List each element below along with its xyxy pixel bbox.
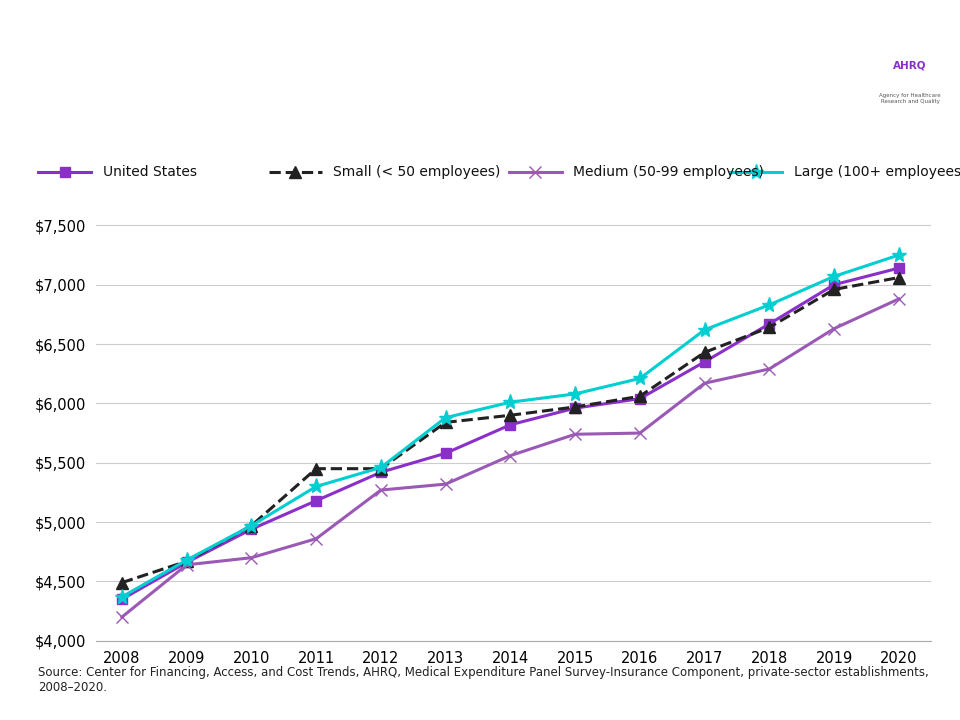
Text: Agency for Healthcare
Research and Quality: Agency for Healthcare Research and Quali… (879, 93, 941, 104)
Text: Large (100+ employees): Large (100+ employees) (794, 166, 960, 179)
Text: AHRQ: AHRQ (894, 60, 926, 71)
Circle shape (668, 58, 960, 129)
Text: United States: United States (103, 166, 197, 179)
Text: Small (< 50 employees): Small (< 50 employees) (333, 166, 500, 179)
Text: Source: Center for Financing, Access, and Cost Trends, AHRQ, Medical Expenditure: Source: Center for Financing, Access, an… (38, 666, 929, 694)
Text: Figure 6. Average total single premium per enrolled private-sector
employee, ove: Figure 6. Average total single premium p… (41, 44, 804, 88)
Text: Medium (50-99 employees): Medium (50-99 employees) (573, 166, 764, 179)
